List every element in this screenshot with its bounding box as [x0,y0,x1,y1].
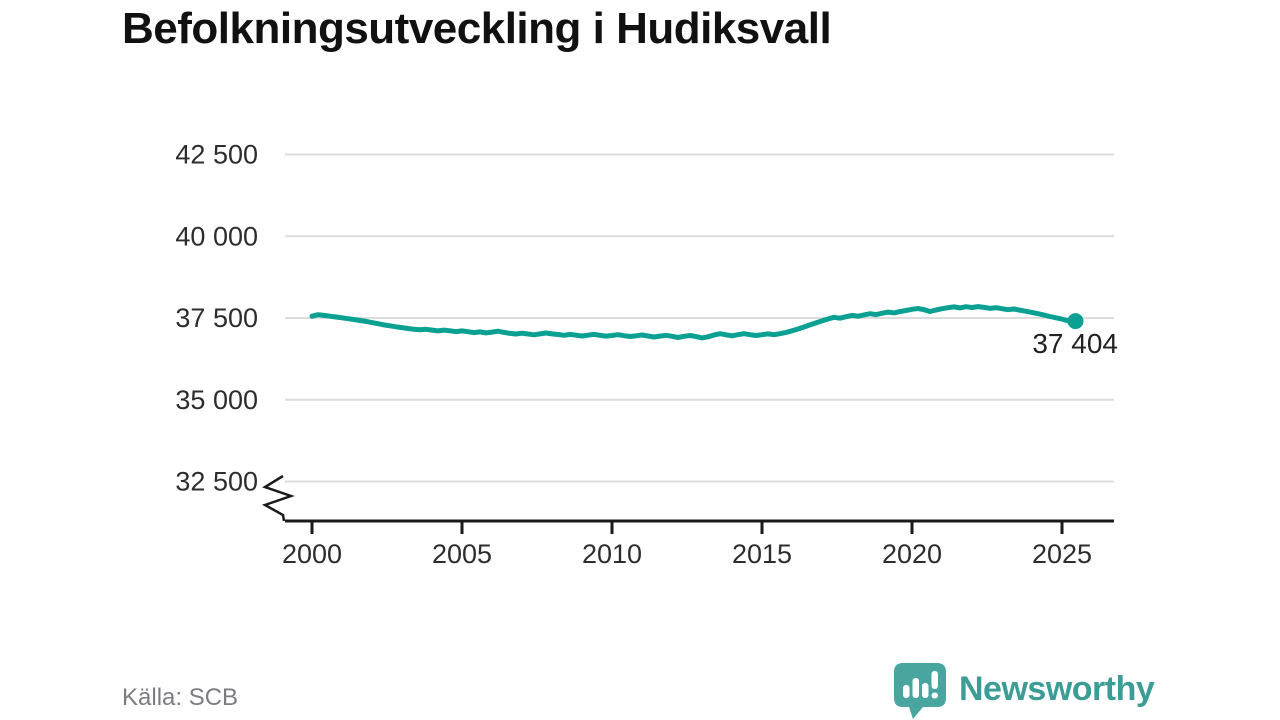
x-axis-label: 2010 [582,539,642,569]
x-axis-label: 2000 [282,539,342,569]
y-axis-label: 32 500 [175,467,258,497]
population-line [309,304,1078,341]
newsworthy-logo: Newsworthy [893,662,1155,720]
x-axis-label: 2020 [882,539,942,569]
y-axis-label: 40 000 [175,221,258,251]
source-label: Källa: SCB [122,684,239,711]
y-axis-label: 42 500 [175,140,258,170]
chart-title: Befolkningsutveckling i Hudiksvall [122,4,832,53]
y-axis-label: 37 500 [175,303,258,333]
axis-break-icon [261,474,295,522]
bar-chart-speech-bubble-icon [894,663,946,719]
end-point-marker [1067,313,1084,330]
x-axis-label: 2025 [1032,539,1092,569]
population-line-chart: 42 500 40 000 37 500 35 000 32 500 2000 2005 20… [175,140,1118,570]
y-axis-label: 35 000 [175,385,258,415]
x-axis-label: 2015 [732,539,792,569]
x-axis-label: 2005 [432,539,492,569]
end-value-label: 37 404 [1032,328,1118,359]
newsworthy-wordmark: Newsworthy [959,670,1155,708]
